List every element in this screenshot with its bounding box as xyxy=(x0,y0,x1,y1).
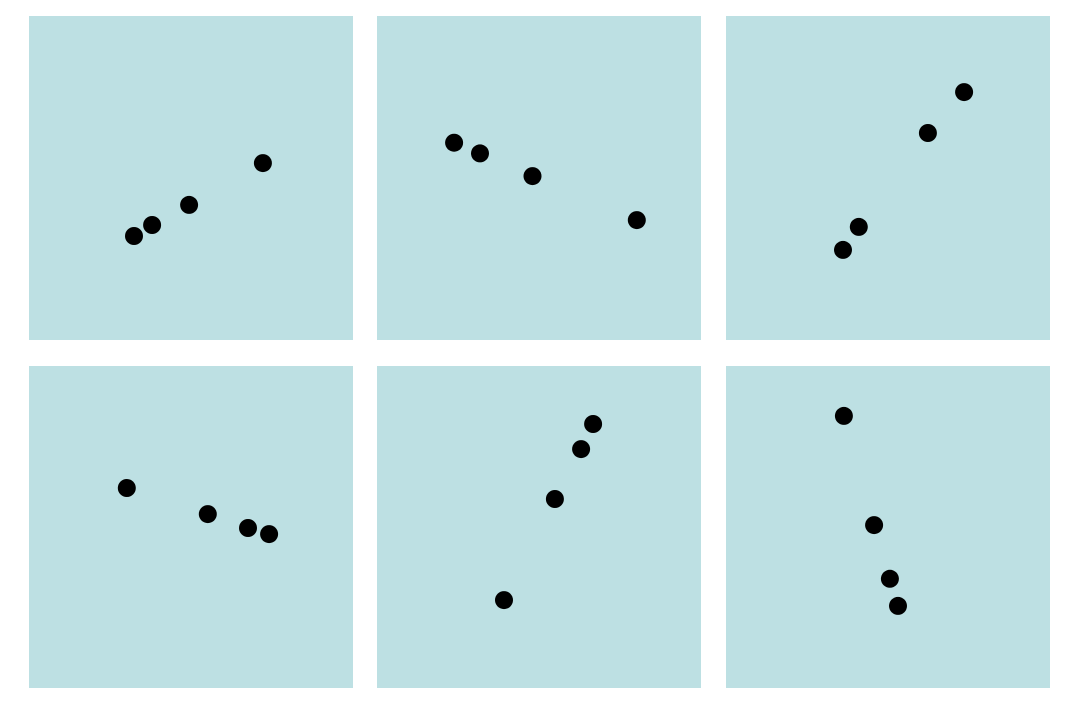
scatter-panel-2 xyxy=(377,16,701,340)
data-point xyxy=(445,133,464,152)
panel-background xyxy=(726,16,1050,340)
data-point xyxy=(143,216,162,234)
scatter-panel-4 xyxy=(29,366,353,688)
scatter-panel-6 xyxy=(726,366,1050,688)
panel-background xyxy=(29,366,353,688)
data-point xyxy=(955,83,974,102)
panel-background xyxy=(29,16,353,340)
data-point xyxy=(834,406,853,425)
data-point xyxy=(495,591,513,610)
scatter-panel-3 xyxy=(726,16,1050,340)
panel-background xyxy=(726,366,1050,688)
data-point xyxy=(260,525,279,544)
data-point xyxy=(627,211,646,230)
data-point xyxy=(180,195,199,214)
panel-background xyxy=(377,366,701,688)
data-point xyxy=(471,144,489,163)
data-point xyxy=(198,505,217,524)
data-point xyxy=(572,440,591,459)
data-point xyxy=(117,479,136,497)
data-point xyxy=(545,490,564,508)
data-point xyxy=(880,569,899,588)
data-point xyxy=(125,227,143,245)
data-point xyxy=(239,519,257,537)
data-point xyxy=(918,124,937,142)
scatter-panel-1 xyxy=(29,16,353,340)
scatter-panel-5 xyxy=(377,366,701,688)
data-point xyxy=(834,240,852,259)
data-point xyxy=(584,415,603,433)
data-point xyxy=(253,154,272,173)
data-point xyxy=(849,217,868,236)
data-point xyxy=(865,516,884,535)
data-point xyxy=(889,596,907,615)
data-point xyxy=(523,167,542,186)
